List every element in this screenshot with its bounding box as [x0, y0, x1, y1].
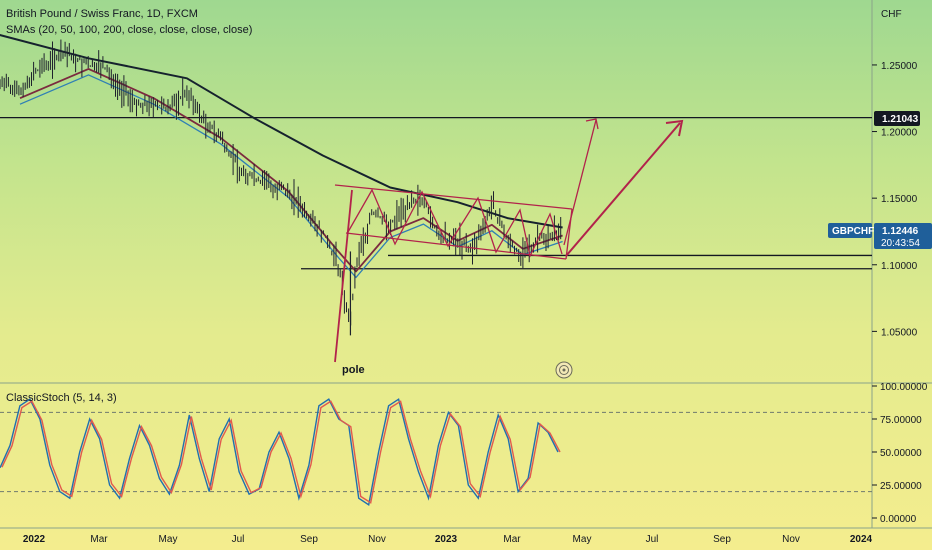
symbol-label: GBPCHF: [832, 226, 874, 237]
time-axis-label: Jul: [232, 534, 245, 545]
level-price-label: 1.21043: [882, 114, 919, 125]
time-axis-label: 2023: [435, 534, 458, 545]
pole-line: [334, 189, 353, 363]
oscillator-guides: [0, 411, 872, 493]
oscillator-tick-label: 0.00000: [880, 514, 917, 525]
price-bars: [0, 39, 562, 336]
projection-line-target: [565, 122, 681, 257]
oscillator-title: ClassicStoch (5, 14, 3): [6, 392, 117, 404]
time-axis: 2022 Mar May Jul Sep Nov 2023 Mar May Jul Sep Nov 20…: [23, 534, 873, 545]
countdown-label: 20:43:54: [881, 238, 920, 249]
time-axis-label: Jul: [646, 534, 659, 545]
time-axis-label: Nov: [368, 534, 386, 545]
price-tick-label: 1.05000: [881, 327, 918, 338]
oscillator-tick-label: 25.00000: [880, 481, 922, 492]
projection-arrowhead: [585, 118, 599, 130]
time-axis-label: Nov: [782, 534, 800, 545]
time-axis-label: Sep: [300, 534, 318, 545]
currency-label: CHF: [881, 9, 902, 20]
level-price-tag[interactable]: 1.21043: [874, 111, 920, 126]
chart-title: British Pound / Swiss Franc, 1D, FXCM: [6, 8, 198, 20]
oscillator-pane: ClassicStoch (5, 14, 3) 100.00000 75.0000…: [0, 382, 928, 525]
stoch-k-line: [0, 398, 559, 506]
current-price-label: 1.12446: [882, 226, 919, 237]
price-tick-label: 1.20000: [881, 128, 918, 139]
time-axis-label: 2022: [23, 534, 46, 545]
sma-legend: SMAs (20, 50, 100, 200, close, close, cl…: [6, 24, 252, 36]
time-axis-label: May: [159, 534, 178, 545]
flag-pattern: [334, 118, 684, 363]
stoch-d-line: [1, 400, 561, 504]
pole-label: pole: [342, 364, 365, 376]
time-axis-label: Mar: [90, 534, 108, 545]
current-price-tag[interactable]: 1.12446 20:43:54: [874, 223, 932, 249]
price-tick-label: 1.15000: [881, 194, 918, 205]
chart-header: British Pound / Swiss Franc, 1D, FXCM SM…: [6, 8, 252, 36]
projection-line-upper: [563, 119, 597, 246]
price-tick-label: 1.10000: [881, 261, 918, 272]
time-axis-label: 2024: [850, 534, 873, 545]
sma-line: [0, 34, 563, 229]
price-pane: pole: [0, 34, 872, 379]
oscillator-lines: [0, 398, 561, 506]
time-axis-label: Mar: [503, 534, 521, 545]
oscillator-axis: 100.00000 75.00000 50.00000 25.00000 0.00000: [872, 382, 928, 525]
oscillator-tick-label: 100.00000: [880, 382, 928, 393]
event-icon[interactable]: [555, 361, 573, 379]
time-axis-label: Sep: [713, 534, 731, 545]
horizontal-levels: [0, 117, 872, 270]
price-axis: CHF 1.25000 1.20000 1.15000 1.10000 1.05000: [872, 9, 918, 338]
flag-zigzag: [347, 188, 563, 258]
symbol-tag[interactable]: GBPCHF: [828, 223, 874, 238]
oscillator-tick-label: 75.00000: [880, 415, 922, 426]
projection-arrowhead: [665, 119, 684, 137]
oscillator-tick-label: 50.00000: [880, 448, 922, 459]
price-tick-label: 1.25000: [881, 61, 918, 72]
time-axis-label: May: [573, 534, 592, 545]
flag-upper-line: [334, 184, 573, 210]
